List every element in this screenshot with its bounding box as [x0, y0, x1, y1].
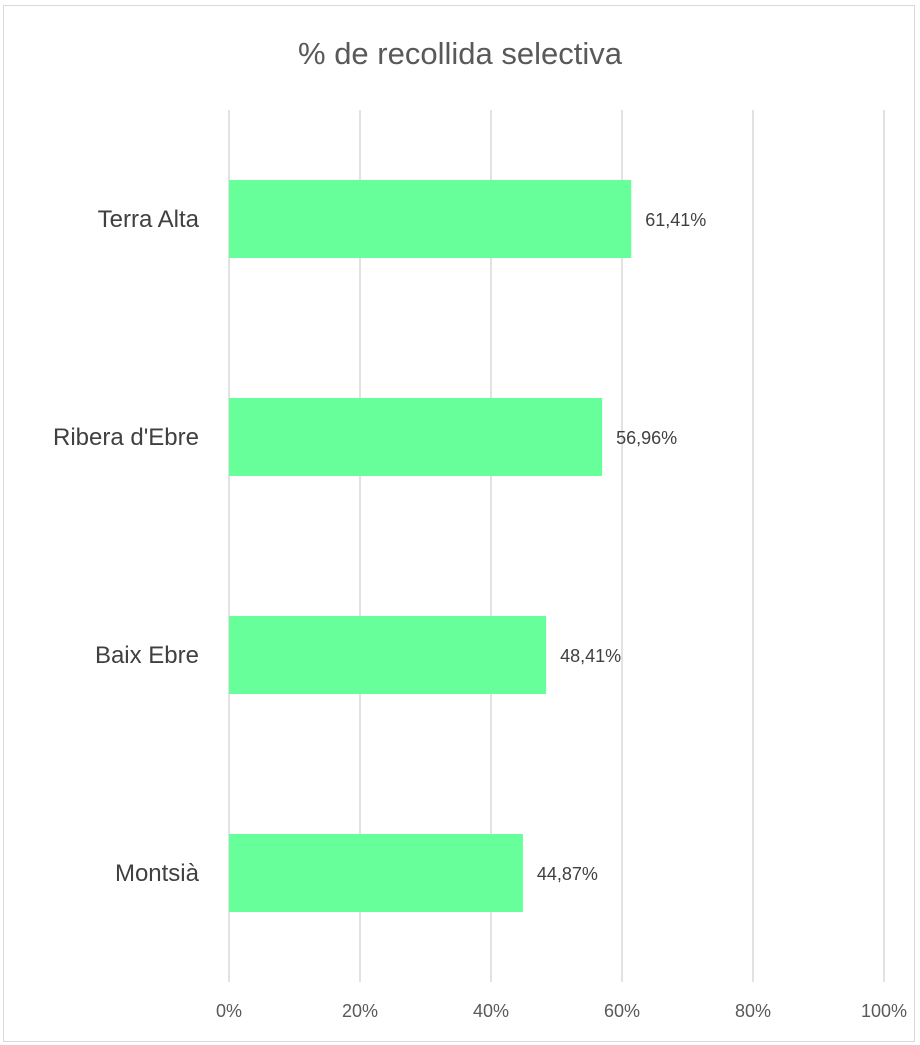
bar[interactable]: [229, 834, 523, 912]
data-label: 56,96%: [616, 428, 677, 448]
x-tick-label: 80%: [735, 1001, 771, 1021]
category-label: Ribera d'Ebre: [53, 424, 199, 451]
category-label: Baix Ebre: [95, 642, 199, 669]
data-label: 48,41%: [560, 646, 621, 666]
x-tick-label: 0%: [216, 1001, 242, 1021]
bar[interactable]: [229, 180, 632, 258]
category-label: Montsià: [115, 860, 200, 887]
chart-title: % de recollida selectiva: [298, 36, 622, 71]
data-label: 61,41%: [645, 210, 706, 230]
bar[interactable]: [229, 616, 547, 694]
bar[interactable]: [229, 398, 603, 476]
data-label: 44,87%: [537, 864, 598, 884]
x-tick-label: 100%: [861, 1001, 907, 1021]
x-tick-label: 40%: [473, 1001, 509, 1021]
x-tick-label: 60%: [604, 1001, 640, 1021]
category-label: Terra Alta: [98, 206, 200, 233]
x-tick-label: 20%: [342, 1001, 378, 1021]
